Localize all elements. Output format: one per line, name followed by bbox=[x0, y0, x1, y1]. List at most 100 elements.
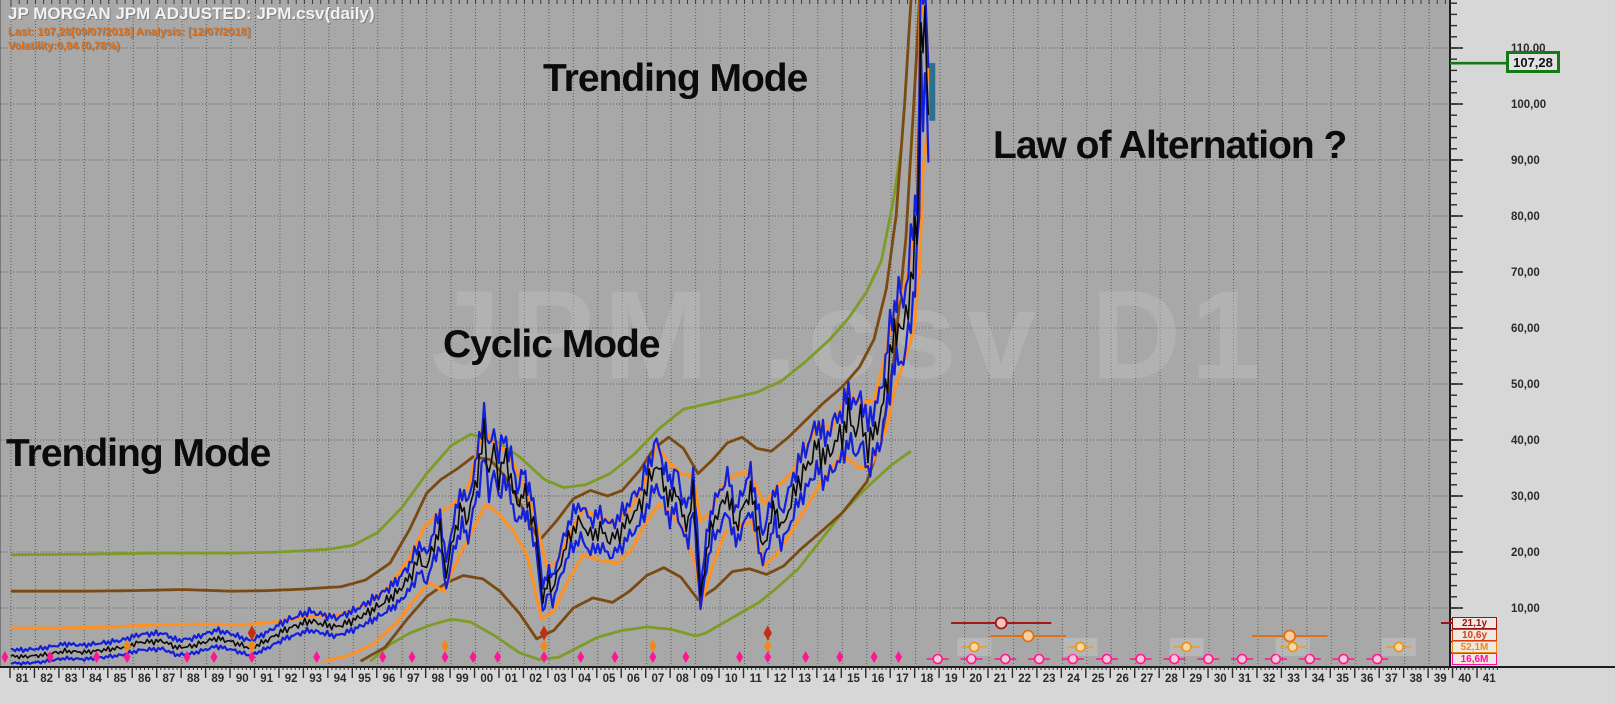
svg-text:20: 20 bbox=[969, 673, 982, 685]
blue-band bbox=[10, 0, 930, 666]
svg-text:18: 18 bbox=[920, 673, 933, 685]
svg-text:28: 28 bbox=[1165, 673, 1178, 685]
svg-text:22: 22 bbox=[1018, 673, 1031, 685]
svg-text:05: 05 bbox=[603, 673, 616, 685]
svg-text:94: 94 bbox=[334, 673, 347, 685]
svg-text:19: 19 bbox=[945, 673, 958, 685]
svg-text:24: 24 bbox=[1067, 673, 1080, 685]
svg-text:34: 34 bbox=[1312, 673, 1325, 685]
svg-text:00: 00 bbox=[480, 673, 493, 685]
price-axis-canvas: 110,00100,0090,0080,0070,0060,0050,0040,… bbox=[1449, 0, 1546, 666]
svg-text:91: 91 bbox=[260, 673, 273, 685]
svg-text:11: 11 bbox=[750, 673, 763, 685]
svg-text:40: 40 bbox=[1458, 673, 1471, 685]
cycle-period-21y: 21,1y bbox=[1452, 617, 1497, 629]
brown-band-upper bbox=[11, 0, 913, 593]
annotation-trending-mode-left: Trending Mode bbox=[6, 432, 271, 475]
svg-text:38: 38 bbox=[1409, 673, 1422, 685]
price-chart-canvas: JPM .csv D1 bbox=[1, 0, 1449, 666]
price-line bbox=[10, 5, 930, 660]
svg-text:92: 92 bbox=[285, 673, 298, 685]
svg-text:12: 12 bbox=[774, 673, 787, 685]
cycle-label-tick bbox=[1441, 622, 1452, 624]
svg-text:03: 03 bbox=[554, 673, 567, 685]
annotation-cyclic-mode: Cyclic Mode bbox=[443, 323, 661, 366]
svg-text:27: 27 bbox=[1141, 673, 1154, 685]
volatility-info: Volatility:0,84 (0,78%) bbox=[8, 40, 120, 52]
svg-text:40,00: 40,00 bbox=[1511, 435, 1540, 447]
svg-text:95: 95 bbox=[358, 673, 371, 685]
svg-text:16: 16 bbox=[872, 673, 885, 685]
svg-text:37: 37 bbox=[1385, 673, 1398, 685]
svg-text:96: 96 bbox=[383, 673, 396, 685]
projected-cycle-markers bbox=[926, 616, 1416, 665]
svg-text:87: 87 bbox=[163, 673, 176, 685]
price-axis-ticks: 110,00100,0090,0080,0070,0060,0050,0040,… bbox=[1449, 0, 1546, 666]
chart-title: JP MORGAN JPM ADJUSTED: JPM.csv(daily) bbox=[8, 4, 375, 23]
blue-band-upper bbox=[10, 0, 930, 654]
svg-text:41: 41 bbox=[1483, 673, 1496, 685]
svg-text:35: 35 bbox=[1336, 673, 1349, 685]
last-price-badge: 107,28 bbox=[1506, 51, 1560, 73]
svg-text:33: 33 bbox=[1287, 673, 1300, 685]
svg-text:88: 88 bbox=[187, 673, 200, 685]
cycle-period-10y: 10,6y bbox=[1452, 629, 1497, 641]
green-band-lower bbox=[369, 450, 912, 663]
svg-text:25: 25 bbox=[1092, 673, 1105, 685]
svg-text:06: 06 bbox=[627, 673, 640, 685]
svg-text:17: 17 bbox=[896, 673, 909, 685]
svg-text:07: 07 bbox=[652, 673, 665, 685]
svg-text:50,00: 50,00 bbox=[1511, 379, 1540, 391]
blue-band-lower bbox=[10, 50, 930, 666]
annotation-trending-mode-top: Trending Mode bbox=[543, 57, 808, 100]
cycle-period-52m: 52,1M bbox=[1452, 641, 1497, 653]
time-axis-canvas: 81 82 83 84 85 86 87 88 89 90 91 92 93 94 95 96 97 98 99 00… bbox=[0, 666, 1615, 685]
svg-text:60,00: 60,00 bbox=[1511, 323, 1540, 335]
svg-text:90,00: 90,00 bbox=[1511, 155, 1540, 167]
svg-text:90: 90 bbox=[236, 673, 249, 685]
svg-text:20,00: 20,00 bbox=[1511, 547, 1540, 559]
price-series bbox=[10, 5, 930, 660]
chart-header: JP MORGAN JPM ADJUSTED: JPM.csv(daily) L… bbox=[8, 4, 375, 52]
svg-text:01: 01 bbox=[505, 673, 518, 685]
svg-text:23: 23 bbox=[1043, 673, 1056, 685]
cycle-low-markers bbox=[1, 625, 903, 663]
cycle-period-16m: 16,6M bbox=[1452, 653, 1497, 665]
svg-text:14: 14 bbox=[823, 673, 836, 685]
svg-text:21: 21 bbox=[994, 673, 1007, 685]
brown-band-lower bbox=[359, 0, 921, 663]
svg-text:26: 26 bbox=[1116, 673, 1129, 685]
svg-text:36: 36 bbox=[1361, 673, 1374, 685]
svg-text:70,00: 70,00 bbox=[1511, 267, 1540, 279]
svg-text:80,00: 80,00 bbox=[1511, 211, 1540, 223]
svg-text:86: 86 bbox=[138, 673, 151, 685]
svg-text:09: 09 bbox=[700, 673, 713, 685]
svg-text:98: 98 bbox=[431, 673, 444, 685]
svg-text:13: 13 bbox=[798, 673, 811, 685]
svg-text:08: 08 bbox=[676, 673, 689, 685]
svg-text:32: 32 bbox=[1263, 673, 1276, 685]
svg-text:83: 83 bbox=[65, 673, 78, 685]
svg-text:97: 97 bbox=[407, 673, 420, 685]
price-axis[interactable]: 110,00 100,00 90,00 80,00 70,00 60,00 50,00 40,… bbox=[1449, 0, 1615, 666]
svg-text:81: 81 bbox=[16, 673, 29, 685]
svg-text:84: 84 bbox=[89, 673, 102, 685]
svg-text:02: 02 bbox=[529, 673, 542, 685]
svg-text:93: 93 bbox=[309, 673, 322, 685]
svg-text:89: 89 bbox=[211, 673, 224, 685]
svg-text:30,00: 30,00 bbox=[1511, 491, 1540, 503]
svg-text:30: 30 bbox=[1214, 673, 1227, 685]
last-price-info: Last: 107,28[09/07/2018] Analysis: [12/0… bbox=[8, 26, 251, 38]
chart-surface[interactable]: JPM .csv D1 bbox=[0, 0, 1449, 666]
svg-text:10: 10 bbox=[725, 673, 738, 685]
time-axis[interactable]: 81 82 83 84 85 86 87 88 89 90 91 92 93 94 95 96 97 98 99 00… bbox=[0, 666, 1615, 704]
time-axis-ticks: 81 82 83 84 85 86 87 88 89 90 91 92 93 94 95 96 97 98 99 00… bbox=[0, 666, 1615, 685]
svg-text:15: 15 bbox=[847, 673, 860, 685]
svg-text:04: 04 bbox=[578, 673, 591, 685]
svg-text:29: 29 bbox=[1189, 673, 1202, 685]
svg-text:100,00: 100,00 bbox=[1511, 99, 1546, 111]
svg-text:99: 99 bbox=[456, 673, 469, 685]
annotation-law-of-alternation: Law of Alternation ? bbox=[993, 124, 1347, 167]
svg-text:10,00: 10,00 bbox=[1511, 603, 1540, 615]
